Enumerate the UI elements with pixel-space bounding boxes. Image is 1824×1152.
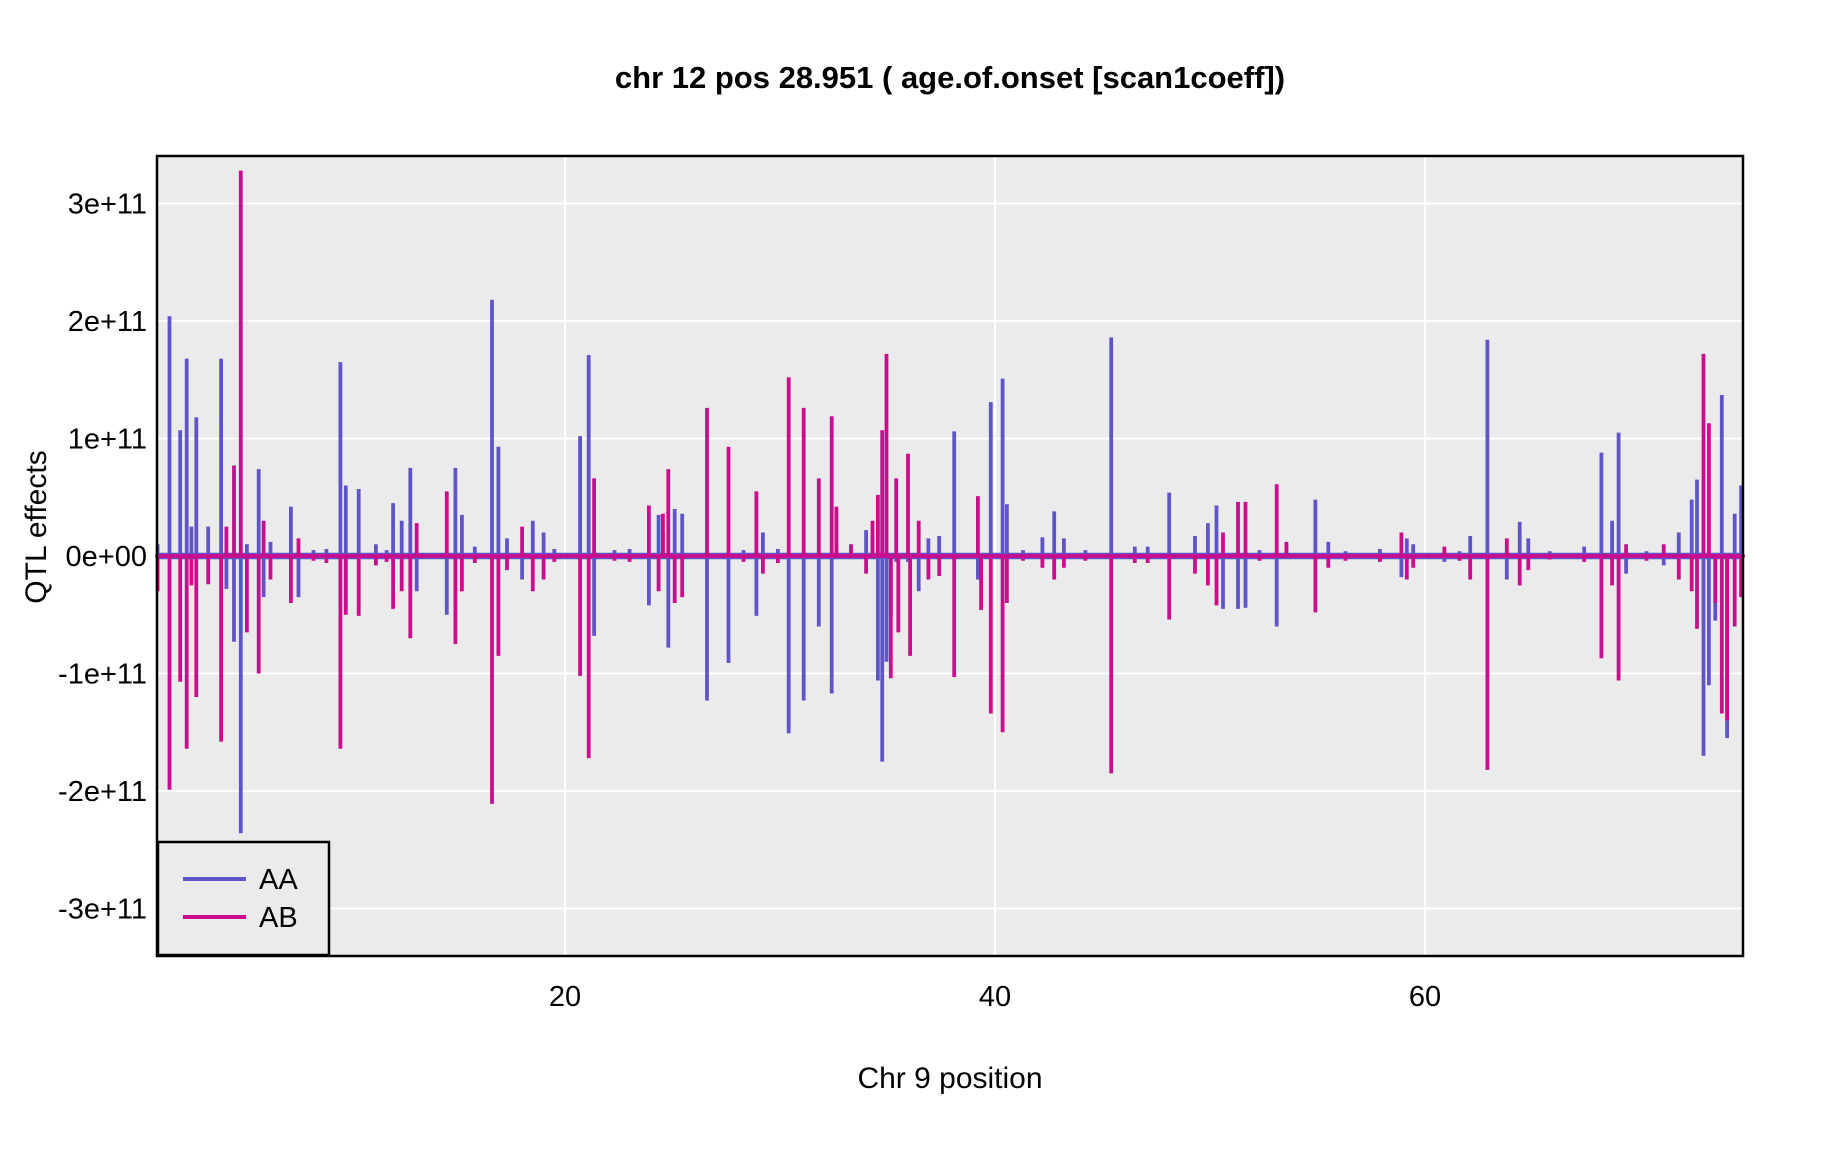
y-tick-label: 2e+11 — [68, 306, 147, 338]
data-series-group — [155, 170, 1745, 834]
y-tick-label: 0e+00 — [66, 541, 147, 573]
y-tick-label: -2e+11 — [58, 776, 147, 808]
legend-label-aa: AA — [259, 864, 298, 896]
y-tick-label: 1e+11 — [68, 424, 147, 456]
legend-box — [156, 840, 331, 957]
y-tick-label: -3e+11 — [58, 894, 147, 926]
series-aa-line — [155, 299, 1745, 834]
y-axis-title: QTL effects — [20, 450, 53, 603]
x-axis-tick-labels: 20 40 60 — [549, 981, 1441, 1013]
series-ab-line — [155, 170, 1745, 804]
x-tick-label: 40 — [979, 981, 1011, 1013]
y-tick-label: 3e+11 — [68, 189, 147, 221]
x-axis-title: Chr 9 position — [857, 1062, 1042, 1095]
x-tick-label: 20 — [549, 981, 581, 1013]
y-axis-tick-labels: 3e+11 2e+11 1e+11 0e+00 -1e+11 -2e+11 -3e+11 — [58, 189, 147, 926]
x-tick-label: 60 — [1409, 981, 1441, 1013]
legend-label-ab: AB — [259, 902, 298, 934]
y-tick-label: -1e+11 — [58, 659, 147, 691]
chart-title: chr 12 pos 28.951 ( age.of.onset [scan1c… — [615, 60, 1285, 95]
plot-panel-border — [155, 154, 1745, 958]
legend: AA AB — [156, 840, 331, 957]
